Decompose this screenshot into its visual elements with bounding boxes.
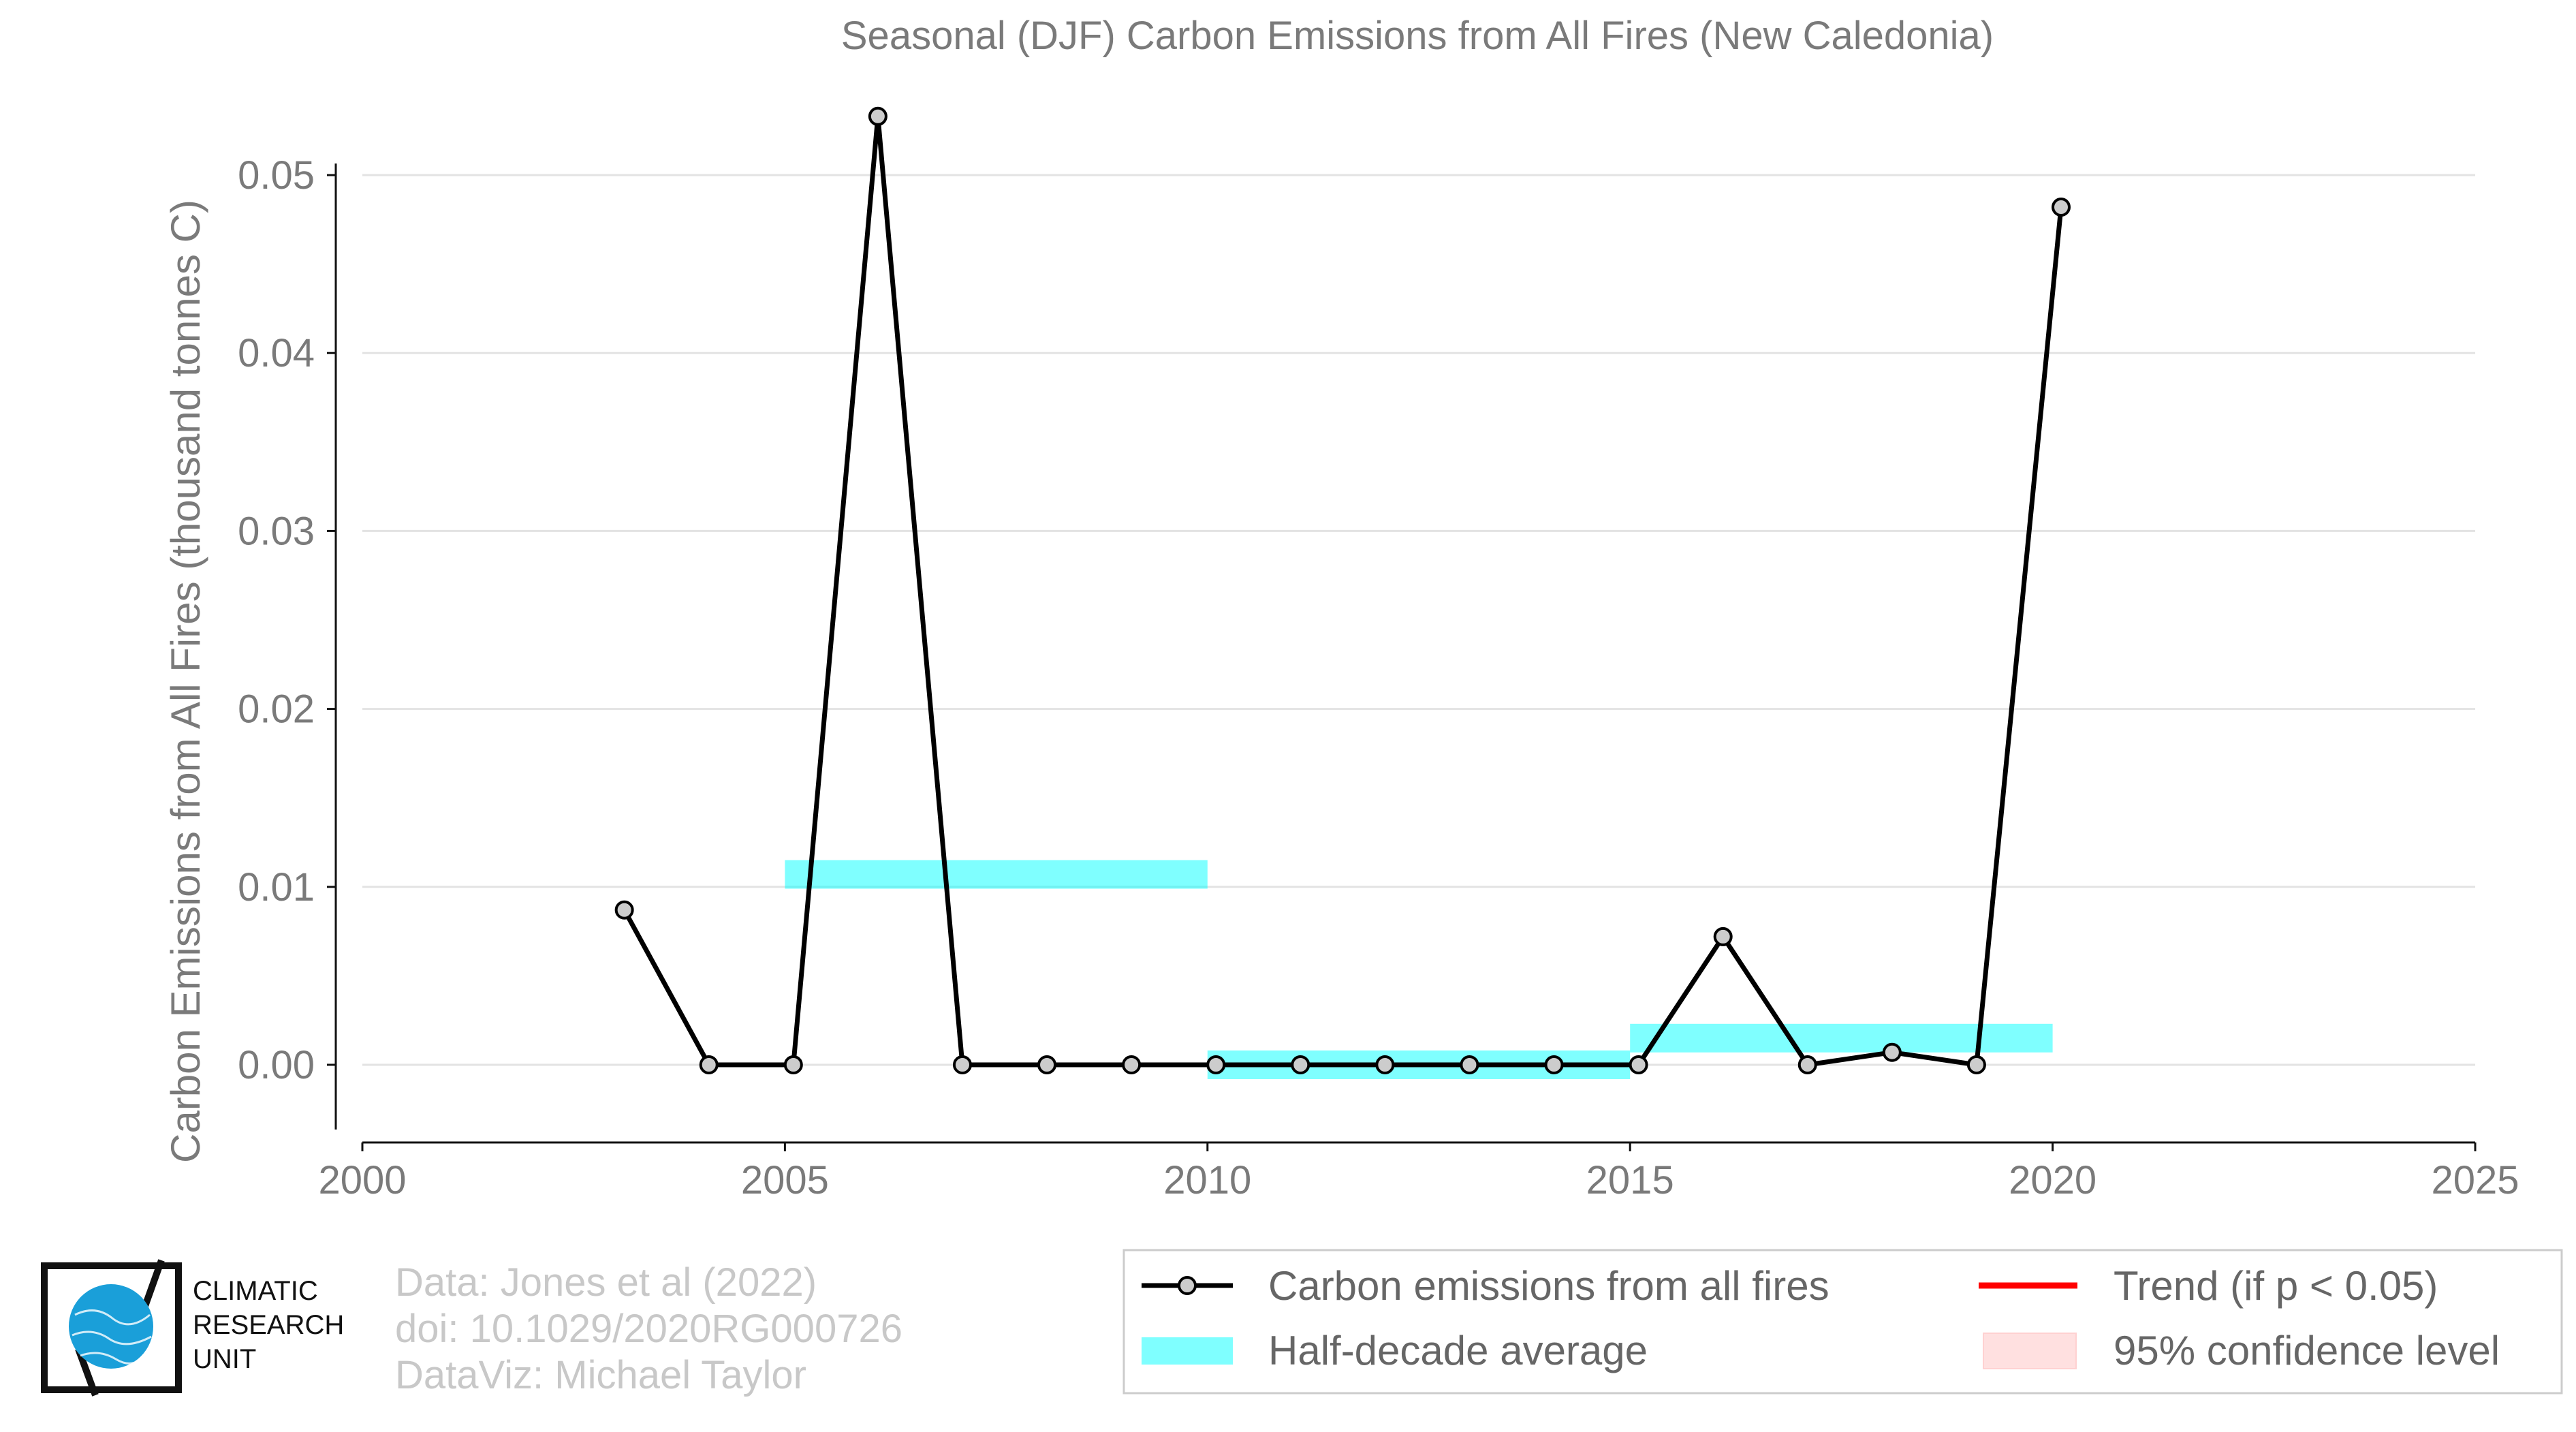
data-point-2006	[868, 106, 888, 126]
legend-confidence-band-icon	[1983, 1333, 2077, 1369]
x-tick-label-0: 2000	[318, 1158, 406, 1202]
legend-emissions-marker-icon	[1178, 1276, 1197, 1295]
y-tick-label-2: 0.02	[238, 687, 315, 732]
x-tick-label-1: 2005	[741, 1158, 829, 1202]
x-tick-label-5: 2025	[2431, 1158, 2519, 1202]
x-tick-label-2: 2010	[1163, 1158, 1251, 1202]
half-decade-bar-0	[785, 860, 1208, 889]
legend-frame	[1122, 1249, 2563, 1395]
x-tick-label-4: 2020	[2009, 1158, 2096, 1202]
credit-dataviz: DataViz: Michael Taylor	[395, 1353, 806, 1397]
data-point-2015	[1629, 1055, 1648, 1074]
x-tick-label-3: 2015	[1586, 1158, 1674, 1202]
data-point-2008	[1037, 1055, 1057, 1074]
data-point-2020	[2052, 198, 2071, 217]
y-axis-ticks: 0.00 0.01 0.02 0.03 0.04 0.05	[238, 153, 336, 1087]
data-point-2019	[1966, 1055, 1986, 1074]
logo-frame	[41, 1259, 182, 1397]
half-decade-average-bars	[785, 860, 2053, 1079]
legend: Carbon emissions from all fires Trend (i…	[1122, 1249, 2563, 1395]
credit-doi: doi: 10.1029/2020RG000726	[395, 1307, 902, 1351]
cru-logo: CLIMATIC RESEARCH UNIT	[41, 1259, 344, 1397]
globe-icon	[69, 1284, 153, 1369]
y-tick-label-3: 0.03	[238, 509, 315, 553]
legend-confidence-label: 95% confidence level	[2114, 1328, 2500, 1373]
x-axis-ticks: 2000 2005 2010 2015 2020 2025	[318, 1142, 2519, 1202]
series-line	[622, 114, 2064, 1068]
series-line-0	[622, 114, 2064, 1068]
data-point-2009	[1122, 1055, 1142, 1074]
data-point-2017	[1797, 1055, 1817, 1074]
data-point-2003	[614, 900, 634, 920]
legend-average-label: Half-decade average	[1268, 1328, 1648, 1373]
y-axis-label: Carbon Emissions from All Fires (thousan…	[163, 200, 208, 1163]
credit-data: Data: Jones et al (2022)	[395, 1260, 817, 1305]
data-point-2018	[1882, 1042, 1902, 1062]
data-point-2005	[783, 1055, 803, 1074]
data-point-2016	[1713, 927, 1733, 946]
logo-line-1: CLIMATIC	[193, 1276, 318, 1306]
y-tick-label-4: 0.04	[238, 331, 315, 375]
legend-emissions-label: Carbon emissions from all fires	[1268, 1263, 1829, 1309]
data-point-2004	[699, 1055, 719, 1074]
series-points	[614, 106, 2071, 1074]
data-point-2011	[1291, 1055, 1310, 1074]
grid-lines	[362, 174, 2475, 1066]
globe-wave-icon	[72, 1309, 152, 1365]
chart-title: Seasonal (DJF) Carbon Emissions from All…	[841, 14, 1994, 58]
half-decade-bar-2	[1630, 1023, 2053, 1053]
legend-trend-label: Trend (if p < 0.05)	[2114, 1263, 2438, 1309]
y-tick-label-5: 0.05	[238, 153, 315, 198]
y-tick-label-0: 0.00	[238, 1043, 315, 1087]
legend-average-band-icon	[1142, 1337, 1233, 1365]
data-point-2007	[952, 1055, 972, 1074]
data-point-2012	[1375, 1055, 1395, 1074]
data-point-2010	[1206, 1055, 1226, 1074]
logo-line-2: RESEARCH	[193, 1310, 344, 1340]
y-tick-label-1: 0.01	[238, 865, 315, 909]
logo-line-3: UNIT	[193, 1344, 256, 1374]
data-point-2013	[1460, 1055, 1479, 1074]
data-point-2014	[1544, 1055, 1564, 1074]
